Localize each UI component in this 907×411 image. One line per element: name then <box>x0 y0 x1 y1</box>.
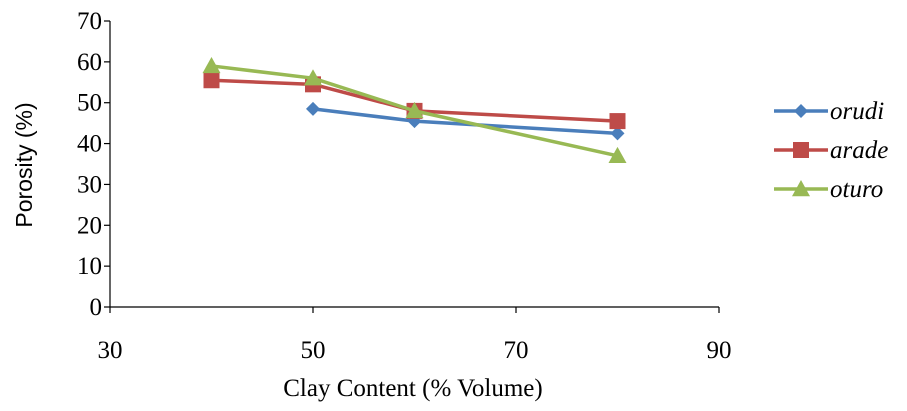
data-point-orudi <box>306 101 320 116</box>
data-point-oturo <box>608 146 627 164</box>
x-axis-title: Clay Content (% Volume) <box>283 375 542 402</box>
y-tick-label: 40 <box>77 131 102 158</box>
legend-item-orudi: orudi <box>774 98 884 125</box>
data-point-oturo <box>304 69 322 86</box>
axes: 0 10 20 30 40 50 60 70 30 50 70 90 <box>77 8 732 364</box>
data-point-arade <box>609 113 626 130</box>
y-tick-label: 60 <box>77 49 102 76</box>
x-tick-label: 50 <box>301 337 326 364</box>
legend-label-oturo: oturo <box>830 176 883 203</box>
data-point-oturo <box>202 56 221 74</box>
legend-marker-arade <box>793 142 809 158</box>
x-tick-label: 30 <box>98 337 123 364</box>
legend-item-arade: arade <box>774 137 888 164</box>
legend-label-arade: arade <box>830 137 888 164</box>
data-point-orudi <box>610 126 625 141</box>
y-tick-label: 30 <box>77 171 102 198</box>
y-tick-label: 10 <box>77 253 102 280</box>
series-group <box>202 56 627 164</box>
legend-label-orudi: orudi <box>830 98 884 125</box>
series-line-arade <box>211 78 618 123</box>
legend-item-oturo: oturo <box>774 176 883 203</box>
data-point-oturo <box>405 101 424 119</box>
y-axis-title: Porosity (%) <box>11 102 37 227</box>
y-tick-label: 20 <box>77 212 102 239</box>
y-tick-label: 0 <box>90 294 103 321</box>
series-line-oturo <box>211 64 618 158</box>
legend-marker-oturo <box>792 180 810 197</box>
legend: orudi arade oturo <box>774 98 888 203</box>
x-tick-label: 90 <box>707 337 732 364</box>
x-tick-label: 70 <box>504 337 529 364</box>
data-point-arade <box>203 72 220 89</box>
legend-marker-orudi <box>794 104 808 118</box>
series-oturo <box>202 56 627 164</box>
y-tick-label: 70 <box>77 8 102 35</box>
y-tick-label: 50 <box>77 90 102 117</box>
